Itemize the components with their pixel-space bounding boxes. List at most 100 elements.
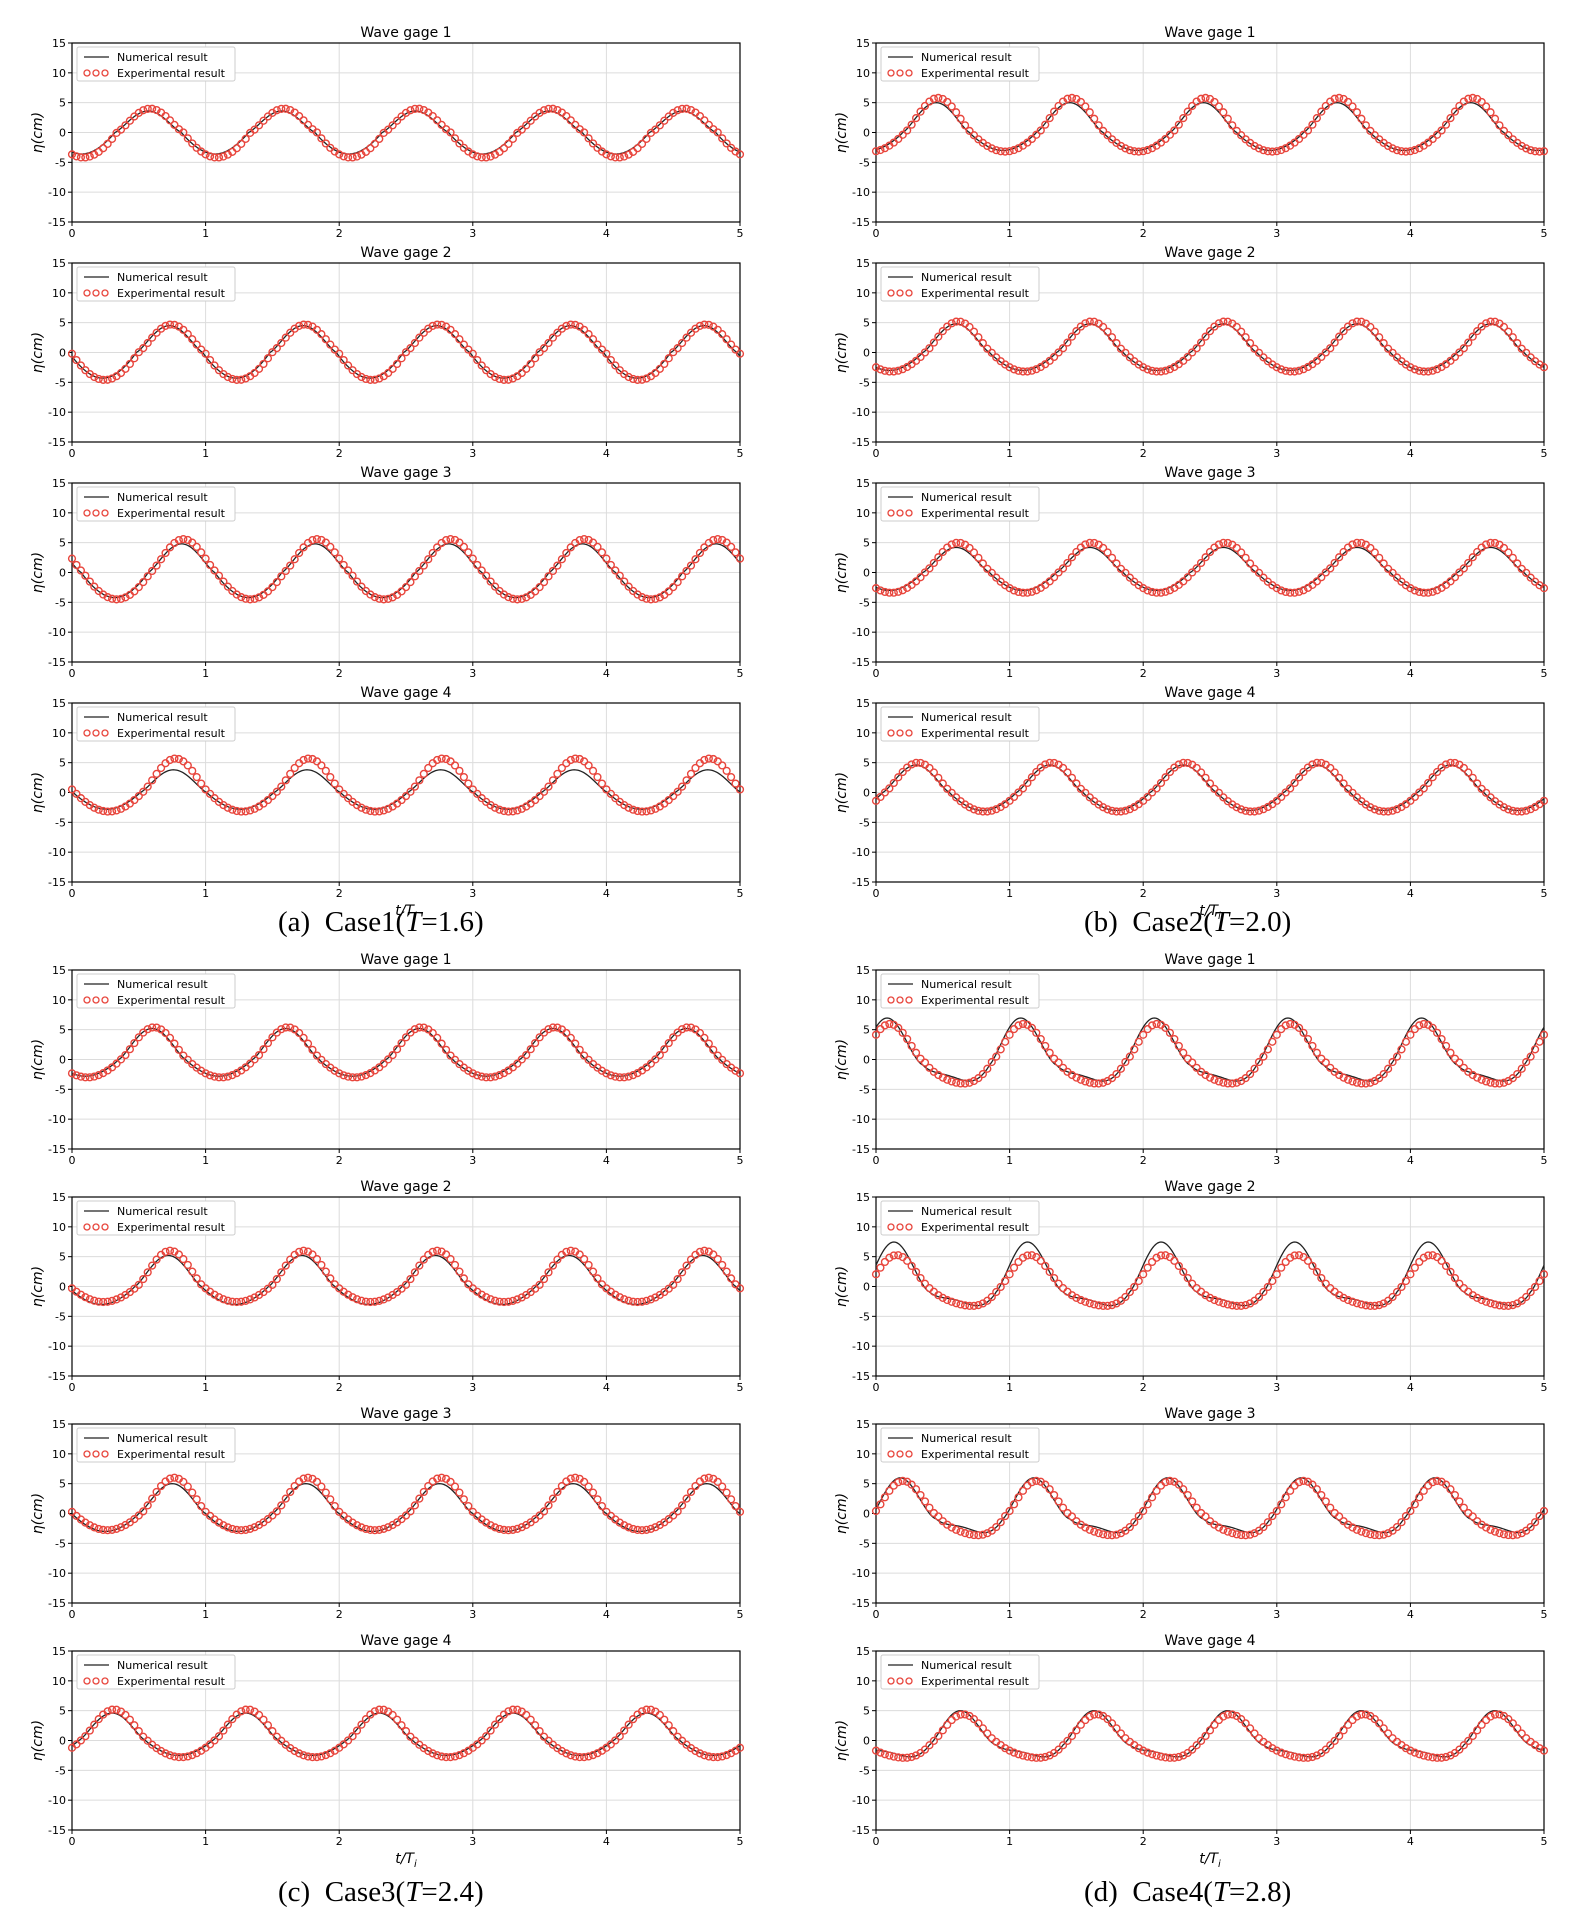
- experimental-point: [1250, 807, 1259, 816]
- legend-experimental-swatch: [101, 289, 109, 297]
- experimental-point: [330, 1501, 339, 1511]
- experimental-point: [637, 375, 647, 384]
- experimental-point: [1254, 568, 1264, 577]
- experimental-point: [952, 1712, 961, 1721]
- y-tick-label: 15: [856, 477, 870, 490]
- experimental-point: [1161, 1753, 1170, 1762]
- y-tick-label: 5: [59, 97, 66, 110]
- y-tick-label: 5: [59, 1024, 66, 1037]
- experimental-point: [943, 1720, 952, 1729]
- experimental-point: [419, 769, 428, 778]
- experimental-point: [67, 1069, 77, 1078]
- experimental-point: [1085, 1299, 1094, 1308]
- experimental-point: [925, 564, 934, 573]
- experimental-point: [735, 1069, 745, 1078]
- experimental-point: [1014, 788, 1023, 797]
- panel-title: Wave gage 1: [360, 25, 451, 41]
- experimental-point: [1486, 1525, 1495, 1534]
- experimental-point: [1214, 1077, 1224, 1086]
- experimental-point: [566, 1474, 575, 1483]
- experimental-point: [437, 1473, 446, 1482]
- experimental-point: [1156, 1251, 1166, 1260]
- experimental-point: [1161, 773, 1170, 782]
- experimental-point: [90, 1523, 99, 1532]
- experimental-point: [956, 1527, 965, 1536]
- experimental-point: [678, 1025, 687, 1034]
- experimental-point: [1464, 558, 1473, 568]
- experimental-point: [1281, 366, 1290, 375]
- experimental-point: [898, 130, 907, 139]
- experimental-point: [90, 582, 99, 591]
- experimental-point: [1125, 1287, 1134, 1297]
- experimental-point: [179, 1254, 188, 1264]
- experimental-point: [1539, 1746, 1549, 1755]
- experimental-point: [1419, 588, 1428, 597]
- experimental-point: [1361, 1710, 1370, 1719]
- experimental-point: [606, 560, 615, 570]
- experimental-point: [250, 125, 259, 134]
- experimental-point: [170, 1473, 179, 1482]
- x-tick-label: 1: [1006, 1154, 1013, 1167]
- experimental-point: [1321, 568, 1330, 577]
- experimental-point: [401, 583, 411, 592]
- experimental-point: [885, 784, 894, 793]
- experimental-point: [268, 791, 277, 801]
- experimental-point: [624, 1523, 633, 1532]
- experimental-point: [295, 1028, 304, 1038]
- experimental-point: [1174, 1752, 1183, 1762]
- experimental-point: [76, 361, 86, 370]
- experimental-point: [920, 1279, 930, 1288]
- experimental-point: [1415, 1750, 1424, 1759]
- legend-experimental-label: Experimental result: [921, 67, 1030, 80]
- experimental-point: [624, 372, 633, 382]
- y-tick-label: -5: [859, 1764, 870, 1777]
- experimental-point: [1023, 367, 1032, 376]
- experimental-point: [254, 364, 264, 373]
- experimental-point: [437, 1752, 446, 1761]
- experimental-point: [384, 1055, 393, 1064]
- experimental-point: [916, 758, 925, 768]
- x-tick-label: 2: [336, 1381, 343, 1394]
- experimental-point: [938, 1726, 947, 1735]
- experimental-point: [1134, 1276, 1143, 1286]
- experimental-point: [499, 144, 509, 153]
- experimental-point: [143, 338, 152, 348]
- y-tick-label: -10: [48, 846, 66, 859]
- experimental-point: [718, 1055, 727, 1064]
- experimental-point: [735, 1743, 745, 1752]
- experimental-point: [130, 795, 139, 805]
- experimental-point: [237, 1526, 246, 1535]
- x-tick-label: 3: [1273, 1835, 1280, 1848]
- experimental-point: [911, 114, 921, 123]
- experimental-point: [1468, 93, 1477, 103]
- experimental-point: [655, 1050, 664, 1060]
- y-tick-label: -5: [859, 816, 870, 829]
- y-tick-label: 0: [863, 347, 870, 360]
- experimental-point: [1375, 333, 1384, 342]
- experimental-point: [996, 147, 1005, 156]
- numerical-series-line: [71, 769, 741, 810]
- experimental-point: [459, 1495, 468, 1504]
- experimental-point: [669, 1033, 678, 1042]
- experimental-point: [1241, 333, 1250, 342]
- experimental-point: [477, 1072, 486, 1081]
- legend-box: [76, 266, 236, 302]
- experimental-point: [281, 104, 290, 113]
- y-tick-label: -10: [852, 406, 870, 419]
- legend-experimental-swatch: [92, 289, 100, 297]
- experimental-point: [1223, 1710, 1232, 1719]
- experimental-point: [889, 778, 898, 788]
- experimental-point: [250, 368, 259, 378]
- experimental-point: [419, 105, 428, 115]
- experimental-point: [1179, 1751, 1188, 1760]
- experimental-point: [1357, 1710, 1366, 1719]
- experimental-point: [978, 1530, 987, 1539]
- panel-title: Wave gage 2: [1164, 245, 1255, 261]
- y-tick-label: -10: [48, 406, 66, 419]
- experimental-point: [1437, 1256, 1446, 1265]
- experimental-point: [205, 152, 215, 161]
- experimental-point: [992, 146, 1001, 155]
- experimental-point: [179, 534, 188, 544]
